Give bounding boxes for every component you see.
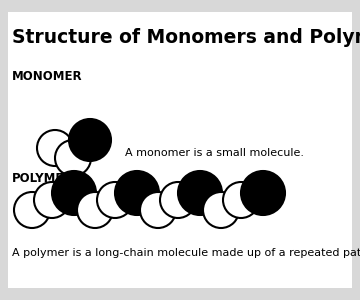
Text: MONOMER: MONOMER	[12, 70, 83, 83]
Circle shape	[77, 192, 113, 228]
Circle shape	[14, 192, 50, 228]
Circle shape	[178, 171, 222, 215]
Circle shape	[34, 182, 70, 218]
Text: A monomer is a small molecule.: A monomer is a small molecule.	[125, 148, 304, 158]
Circle shape	[140, 192, 176, 228]
Circle shape	[223, 182, 259, 218]
Circle shape	[52, 171, 96, 215]
Text: Structure of Monomers and Polymers: Structure of Monomers and Polymers	[12, 28, 360, 47]
Text: A polymer is a long-chain molecule made up of a repeated pattern of monomers.: A polymer is a long-chain molecule made …	[12, 248, 360, 258]
Circle shape	[55, 140, 91, 176]
Text: POLYMER: POLYMER	[12, 172, 73, 185]
Circle shape	[241, 171, 285, 215]
Circle shape	[37, 130, 73, 166]
Circle shape	[115, 171, 159, 215]
Circle shape	[69, 119, 111, 161]
Circle shape	[160, 182, 196, 218]
Circle shape	[203, 192, 239, 228]
Circle shape	[97, 182, 133, 218]
